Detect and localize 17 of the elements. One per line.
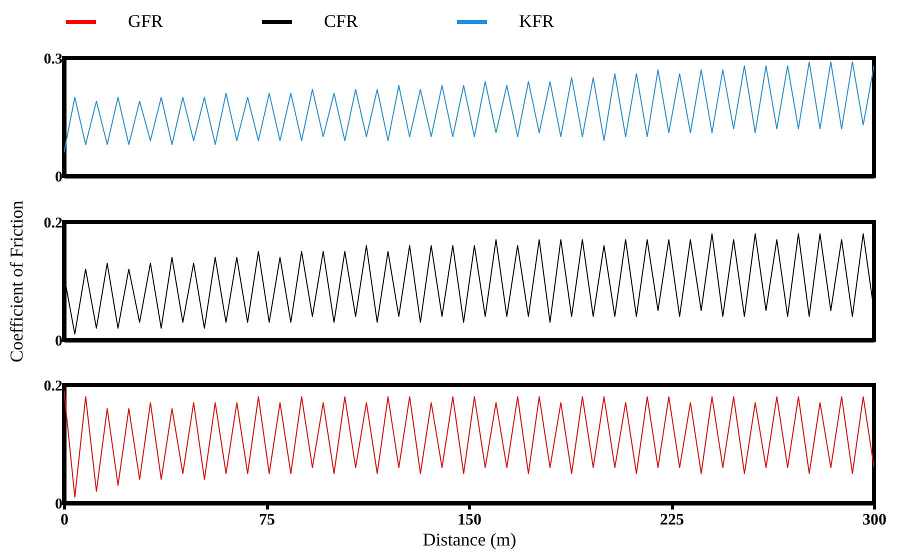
y-tick-label: 0: [55, 334, 62, 350]
y-tick-label: 0: [55, 496, 62, 512]
y-axis-title: Coefficient of Friction: [6, 200, 26, 362]
y-tick-label: 0.2: [44, 216, 62, 232]
legend-label: KFR: [519, 11, 554, 31]
line-series: [64, 390, 874, 498]
legend-label: GFR: [128, 11, 164, 31]
legend-label: CFR: [324, 11, 358, 31]
line-series: [64, 61, 874, 153]
y-tick-label: 0: [55, 170, 62, 186]
y-tick-label: 0.2: [44, 378, 62, 394]
x-axis-title: Distance (m): [422, 530, 516, 550]
x-tick-label: 150: [458, 512, 482, 528]
x-tick-label: 300: [862, 512, 886, 528]
x-tick-label: 75: [259, 512, 275, 528]
x-tick-label: 225: [660, 512, 684, 528]
y-tick-label: 0.3: [44, 52, 62, 68]
